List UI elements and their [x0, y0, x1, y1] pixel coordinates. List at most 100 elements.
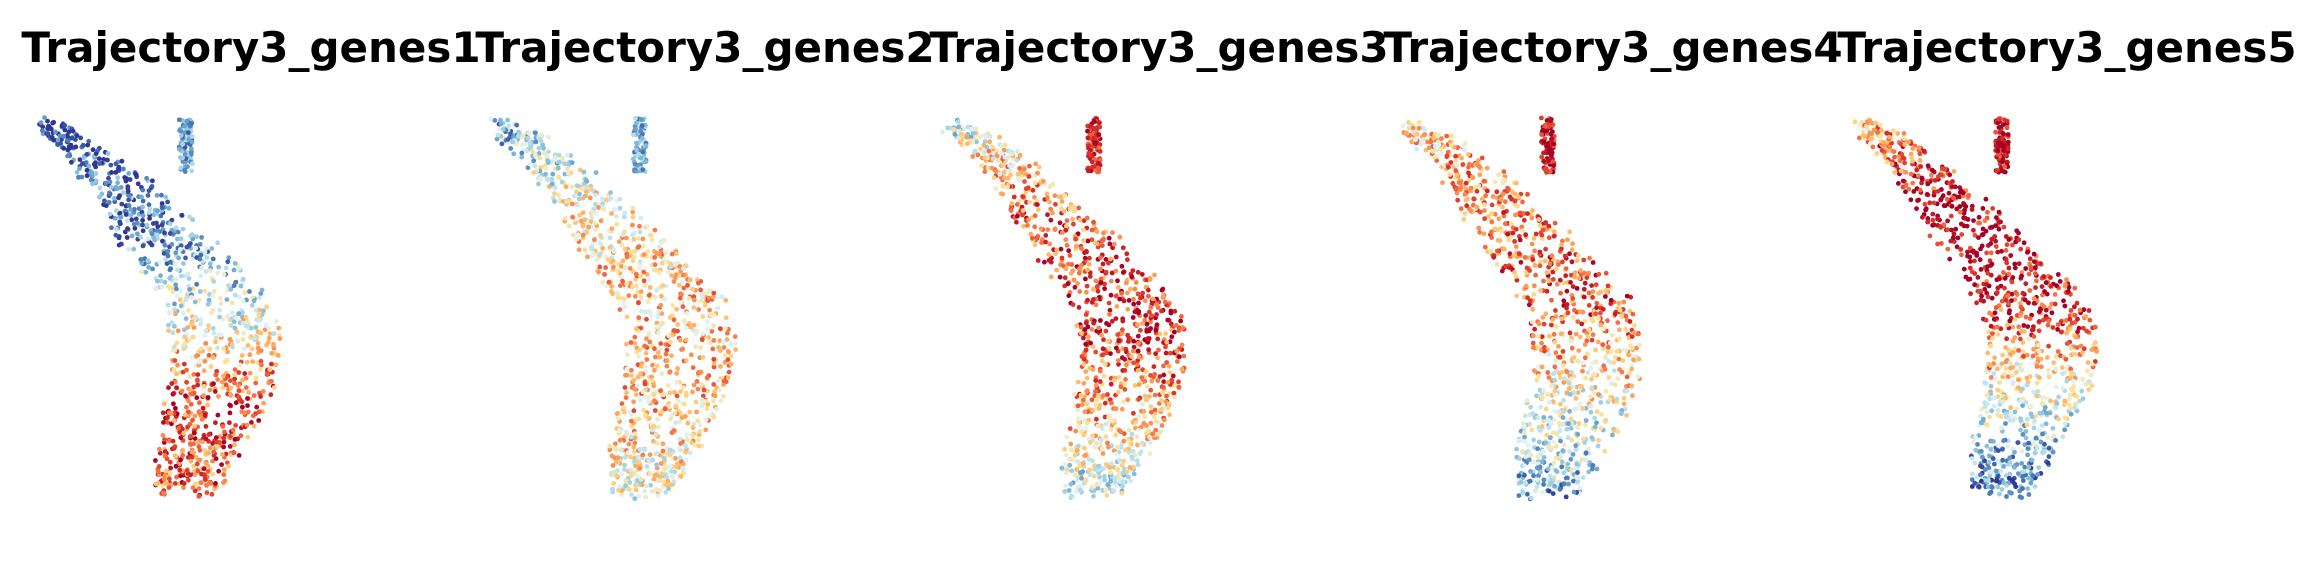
cell-point: [1591, 360, 1596, 366]
cell-point: [165, 302, 171, 308]
cell-point: [540, 142, 545, 148]
cell-point: [1481, 202, 1487, 207]
cell-point: [634, 147, 640, 153]
cell-point: [1576, 348, 1582, 353]
cell-point: [1494, 262, 1500, 267]
cell-point: [245, 434, 251, 440]
cell-point: [1097, 368, 1103, 374]
cell-point: [1058, 206, 1064, 211]
cell-point: [119, 201, 125, 207]
cell-point: [1029, 235, 1035, 241]
cell-point: [1140, 290, 1145, 296]
cell-point: [671, 317, 677, 323]
cell-point: [1083, 369, 1089, 374]
cell-point: [263, 322, 269, 328]
cell-point: [1108, 470, 1113, 476]
cell-point: [1541, 139, 1547, 145]
cell-point: [1988, 375, 1994, 380]
cell-point: [1539, 132, 1544, 138]
cell-point: [1577, 309, 1583, 314]
cell-point: [1974, 474, 1980, 480]
cell-point: [1630, 393, 1635, 399]
cell-point: [1097, 379, 1103, 384]
cell-point: [1554, 431, 1560, 437]
cell-point: [619, 472, 624, 477]
cell-point: [1109, 461, 1114, 467]
cell-point: [225, 259, 231, 265]
cell-point: [242, 346, 248, 352]
cell-point: [1084, 289, 1089, 295]
cell-point: [1470, 202, 1476, 208]
cell-point: [619, 264, 624, 269]
cell-point: [562, 216, 568, 221]
cell-point: [211, 330, 217, 336]
cell-point: [498, 121, 504, 127]
cell-point: [1090, 367, 1096, 372]
cell-point: [1400, 123, 1406, 129]
cell-point: [184, 404, 189, 410]
cell-point: [723, 297, 729, 303]
cell-point: [189, 295, 194, 300]
cell-point: [1596, 316, 1601, 321]
cell-point: [1181, 353, 1187, 359]
cell-point: [1020, 194, 1025, 199]
cell-point: [55, 137, 61, 143]
cell-point: [233, 400, 239, 406]
cell-point: [545, 158, 550, 164]
cell-point: [683, 393, 689, 398]
cell-point: [2020, 340, 2026, 345]
cell-point: [1550, 317, 1556, 322]
cell-point: [1519, 224, 1525, 230]
cell-point: [39, 128, 45, 134]
cell-point: [1108, 381, 1114, 387]
cell-point: [61, 145, 67, 151]
cell-point: [189, 256, 195, 262]
cell-point: [1005, 184, 1010, 190]
cell-point: [232, 292, 238, 298]
cell-point: [644, 272, 650, 277]
cell-point: [167, 259, 173, 265]
cell-point: [1448, 160, 1454, 165]
cell-point: [678, 441, 684, 446]
cell-point: [192, 472, 198, 477]
cell-point: [1550, 399, 1556, 405]
panel-title: Trajectory3_genes4: [1383, 23, 1842, 72]
cell-point: [1542, 348, 1547, 354]
cell-point: [609, 211, 614, 216]
cell-point: [1109, 318, 1115, 324]
cell-point: [1105, 392, 1110, 397]
cell-point: [232, 380, 237, 386]
cell-point: [1095, 393, 1101, 399]
cell-point: [195, 468, 201, 474]
cell-point: [1042, 259, 1047, 265]
cell-point: [140, 243, 146, 249]
cell-point: [555, 165, 561, 171]
cell-point: [216, 394, 221, 399]
cell-point: [1108, 278, 1114, 284]
cell-point: [140, 228, 146, 234]
cell-point: [182, 130, 188, 135]
cell-point: [2010, 373, 2015, 379]
cell-point: [1099, 446, 1105, 451]
cell-point: [1503, 263, 1508, 269]
cell-point: [1617, 307, 1623, 313]
cell-point: [198, 252, 204, 258]
cell-point: [621, 405, 627, 410]
cell-point: [1552, 364, 1558, 370]
cell-point: [638, 128, 643, 134]
cell-point: [1032, 180, 1038, 186]
cell-point: [646, 399, 651, 404]
cell-point: [1614, 349, 1620, 354]
cell-point: [1580, 360, 1586, 366]
cell-point: [1413, 137, 1418, 143]
cell-point: [1539, 364, 1545, 370]
cell-point: [1455, 197, 1461, 203]
cell-point: [956, 124, 962, 130]
cell-point: [1090, 433, 1095, 439]
cell-point: [1090, 407, 1096, 413]
cell-point: [42, 115, 47, 120]
cell-point: [215, 377, 221, 382]
cell-point: [97, 145, 102, 151]
cell-point: [631, 399, 636, 405]
cell-point: [1566, 386, 1572, 391]
